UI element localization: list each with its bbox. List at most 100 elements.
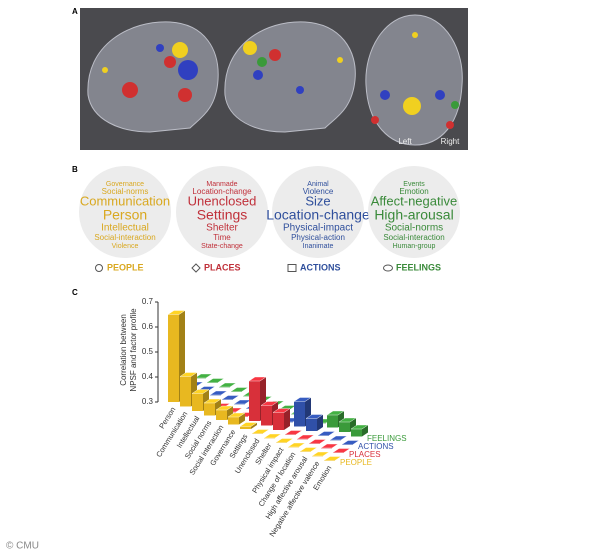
series-label: PEOPLE [340, 458, 372, 467]
bar-front [342, 444, 353, 445]
cloud-word: Physical-action [291, 233, 345, 242]
bar-top [230, 387, 249, 392]
bar [251, 429, 270, 434]
bar-top [332, 448, 351, 453]
bar-top [293, 397, 312, 402]
cloud-word: Manmade [206, 181, 237, 188]
cloud-word: Time [213, 233, 231, 242]
spot [122, 82, 138, 98]
legend-shape [95, 264, 103, 272]
bar-front [207, 382, 218, 383]
cloud-word: High-arousal [374, 207, 453, 223]
legend-shape [191, 263, 201, 273]
bar-top [206, 378, 225, 383]
bar [284, 430, 303, 435]
legend-shape [383, 264, 393, 272]
spot [257, 57, 267, 67]
bar-front [306, 418, 317, 431]
bar [221, 395, 240, 400]
bar-front [234, 404, 245, 405]
cloud-word: Social-interaction [94, 233, 155, 242]
bar [275, 438, 294, 443]
bar-front [312, 456, 323, 457]
bar-top [320, 443, 339, 449]
bar [287, 442, 306, 448]
bar-side [239, 413, 245, 425]
bar-top [287, 442, 306, 448]
panel-label: A [72, 7, 78, 16]
cloud-word: Person [103, 207, 147, 223]
bar [299, 447, 318, 452]
legend-label: FEELINGS [396, 262, 441, 272]
cloud-word: Events [403, 181, 425, 188]
legend-label: PEOPLE [107, 262, 144, 272]
cloud-circle [368, 166, 460, 258]
bar-top [233, 399, 252, 405]
bar-front [273, 412, 284, 430]
bar [272, 408, 291, 430]
spot [178, 88, 192, 102]
y-axis-label: NPSF and factor profile [129, 308, 138, 392]
spot [403, 97, 421, 115]
bar-top [329, 435, 348, 441]
bar-front [327, 415, 338, 428]
bar [317, 431, 336, 436]
bar-front [297, 439, 308, 440]
bar [227, 412, 246, 425]
bar-top [215, 405, 234, 411]
bar-front [318, 435, 329, 436]
cloud-word: Social-norms [102, 187, 149, 196]
bar [263, 433, 282, 439]
bar-front [222, 399, 233, 400]
y-tick-label: 0.5 [142, 347, 154, 356]
activation-spots [102, 32, 459, 129]
spot [243, 41, 257, 55]
bar-front [195, 378, 206, 379]
spot [296, 86, 304, 94]
spot [172, 42, 188, 58]
bar-front [294, 401, 305, 427]
bar-front [192, 393, 203, 411]
bar-front [324, 460, 335, 461]
bar-top [296, 434, 315, 440]
bar [329, 435, 348, 441]
bar-top [308, 439, 327, 444]
spot [446, 121, 454, 129]
bar-top [272, 408, 291, 413]
spot [178, 60, 198, 80]
bar-front [330, 440, 341, 441]
cloud-word: Settings [197, 207, 248, 223]
bar [194, 373, 213, 379]
cloud-word: Size [305, 193, 330, 208]
bar [323, 456, 342, 461]
cloud-word: Social-norms [385, 223, 443, 234]
spot [371, 116, 379, 124]
bar-front [285, 434, 296, 435]
bar [206, 378, 225, 383]
cloud-word: Violence [112, 243, 139, 250]
bar [341, 440, 360, 445]
bar-front [252, 433, 263, 434]
brain-sagittal [224, 21, 356, 133]
bar-front [321, 448, 332, 449]
bar-front [249, 381, 260, 421]
bar-front [300, 451, 311, 452]
bar-top [284, 430, 303, 435]
spot [451, 101, 459, 109]
bar-top [251, 429, 270, 434]
bar-front [216, 410, 227, 420]
bar-front [351, 429, 362, 437]
cloud-circle [272, 166, 364, 258]
bar [305, 414, 324, 431]
bar-top [209, 390, 228, 396]
bar-top [263, 433, 282, 439]
bar-front [276, 442, 287, 443]
y-axis-label: Correlation between [119, 314, 128, 386]
spot [380, 90, 390, 100]
cloud-word: Violence [303, 187, 334, 196]
bar-side [317, 414, 323, 431]
bar-side [284, 408, 290, 430]
bar-top [194, 373, 213, 379]
bar [209, 390, 228, 396]
brain-axial [365, 14, 463, 146]
